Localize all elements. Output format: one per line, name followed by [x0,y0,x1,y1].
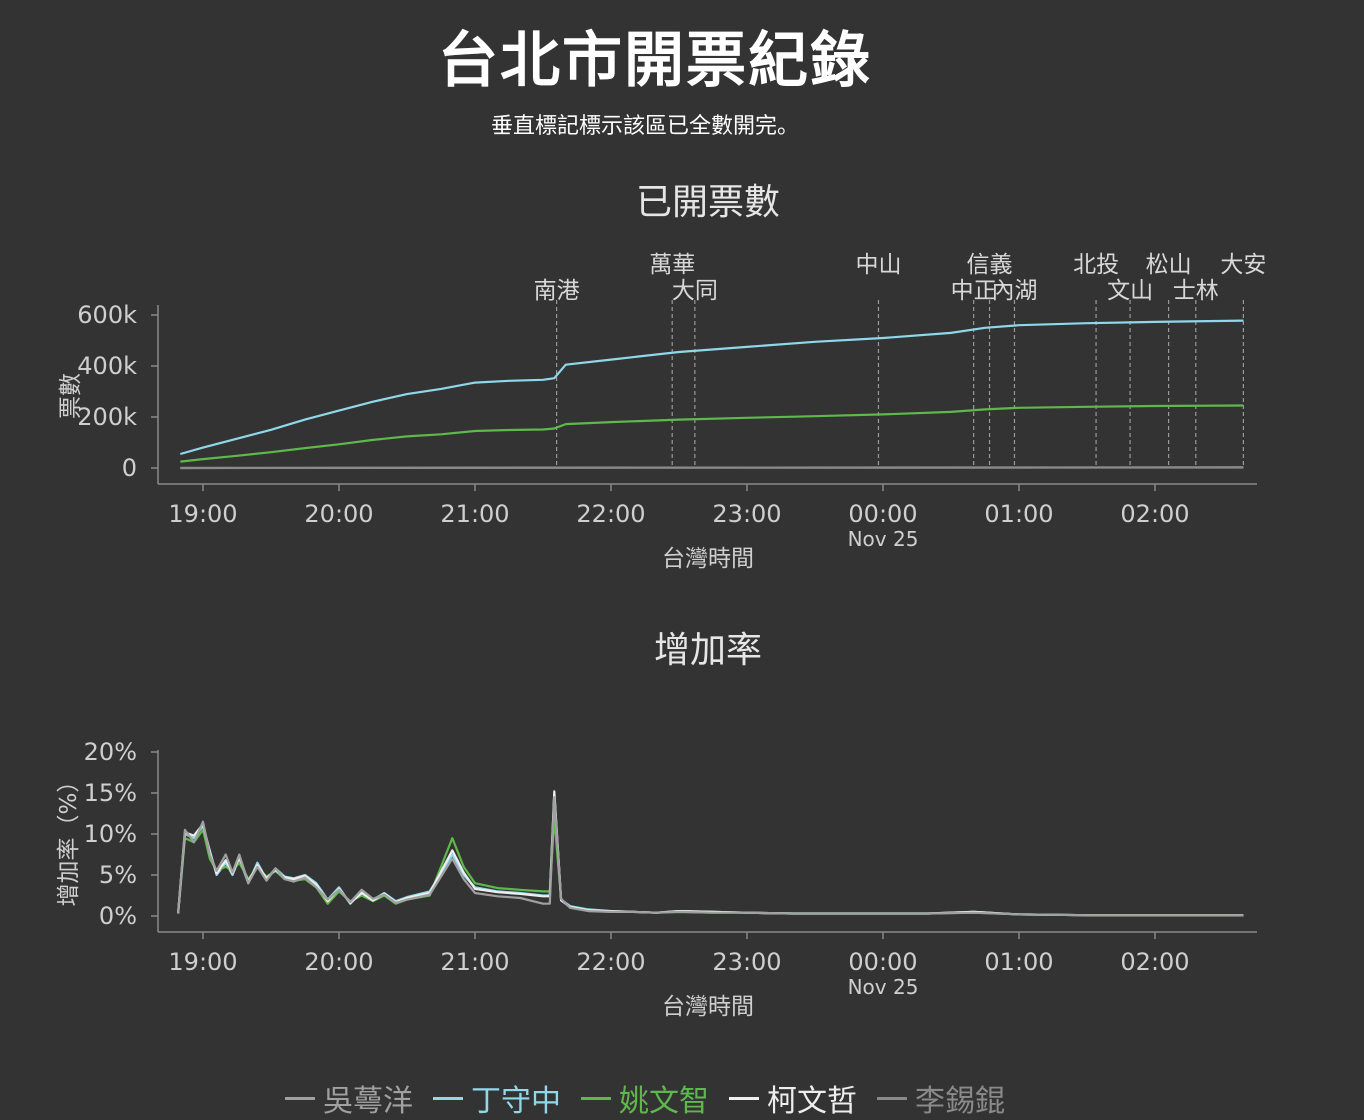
x-date-label: Nov 25 [848,527,919,551]
x-tick-label: 23:00 [712,500,781,528]
series-line-吳蕚洋 [177,795,1244,917]
y-tick-label: 0% [99,902,137,930]
x-tick-label: 21:00 [440,948,509,976]
page-title: 台北市開票紀錄 [438,26,872,96]
district-marker-label: 士林 [1173,278,1219,304]
page-subtitle: 垂直標記標示該區已全數開完。 [490,114,799,139]
legend-swatch [581,1096,611,1100]
series-line-柯文哲 [177,790,1244,917]
legend-swatch [729,1096,759,1100]
district-marker-label: 松山 [1146,252,1192,278]
series-line-李錫錕 [180,466,1244,470]
legend-label: 姚文智 [619,1084,709,1119]
votes-chart-title: 已開票數 [636,182,780,223]
legend-item: 姚文智 [581,1076,709,1120]
district-marker-label: 南港 [534,278,580,304]
legend-item: 丁守中 [433,1076,561,1120]
x-tick-label: 19:00 [168,500,237,528]
series-line-丁守中 [177,791,1244,917]
x-tick-label: 02:00 [1120,500,1189,528]
district-marker-label: 內湖 [991,278,1037,304]
rate-chart-series [177,790,1244,917]
y-tick-label: 10% [84,820,137,848]
rate-chart-title: 增加率 [654,630,762,671]
y-tick-label: 15% [84,779,137,807]
votes-chart-ylabel: 票數 [58,373,84,419]
series-line-姚文智 [177,816,1244,917]
legend-label: 李錫錕 [915,1084,1005,1119]
legend-swatch [285,1096,315,1100]
district-marker-label: 中正 [951,278,997,304]
x-tick-label: 00:00 [848,500,917,528]
rate-chart-ylabel: 增加率（%） [56,770,82,907]
x-date-label: Nov 25 [848,975,919,999]
x-tick-label: 23:00 [712,948,781,976]
legend: 吳蕚洋 丁守中 姚文智 柯文哲 李錫錕 [0,1076,1290,1120]
x-tick-label: 00:00 [848,948,917,976]
votes-chart-xlabel: 台灣時間 [662,546,754,572]
y-tick-label: 0 [122,454,137,482]
x-tick-label: 20:00 [304,500,373,528]
legend-item: 李錫錕 [877,1076,1005,1120]
series-line-丁守中 [180,319,1244,456]
legend-swatch [877,1096,907,1100]
x-tick-label: 22:00 [576,948,645,976]
x-tick-label: 22:00 [576,500,645,528]
district-marker-label: 信義 [967,252,1013,278]
y-tick-label: 5% [99,861,137,889]
legend-item: 柯文哲 [729,1076,857,1120]
x-tick-label: 01:00 [984,500,1053,528]
votes-chart-series [180,319,1244,470]
y-tick-label: 600k [77,301,137,329]
x-tick-label: 02:00 [1120,948,1189,976]
legend-label: 吳蕚洋 [323,1084,413,1119]
y-tick-label: 200k [77,403,137,431]
district-marker-label: 文山 [1107,278,1153,304]
x-tick-label: 01:00 [984,948,1053,976]
legend-label: 丁守中 [471,1084,561,1119]
legend-label: 柯文哲 [767,1084,857,1119]
legend-item: 吳蕚洋 [285,1076,413,1120]
x-tick-label: 20:00 [304,948,373,976]
district-marker-label: 萬華 [649,252,695,278]
district-marker-label: 大同 [672,278,718,304]
x-tick-label: 21:00 [440,500,509,528]
legend-swatch [433,1096,463,1100]
y-tick-label: 400k [77,352,137,380]
rate-chart-xlabel: 台灣時間 [662,994,754,1020]
x-tick-label: 19:00 [168,948,237,976]
y-tick-label: 20% [84,738,137,766]
district-marker-label: 大安 [1220,252,1266,278]
district-marker-label: 北投 [1073,252,1119,278]
district-marker-label: 中山 [855,252,901,278]
series-line-姚文智 [180,404,1244,463]
